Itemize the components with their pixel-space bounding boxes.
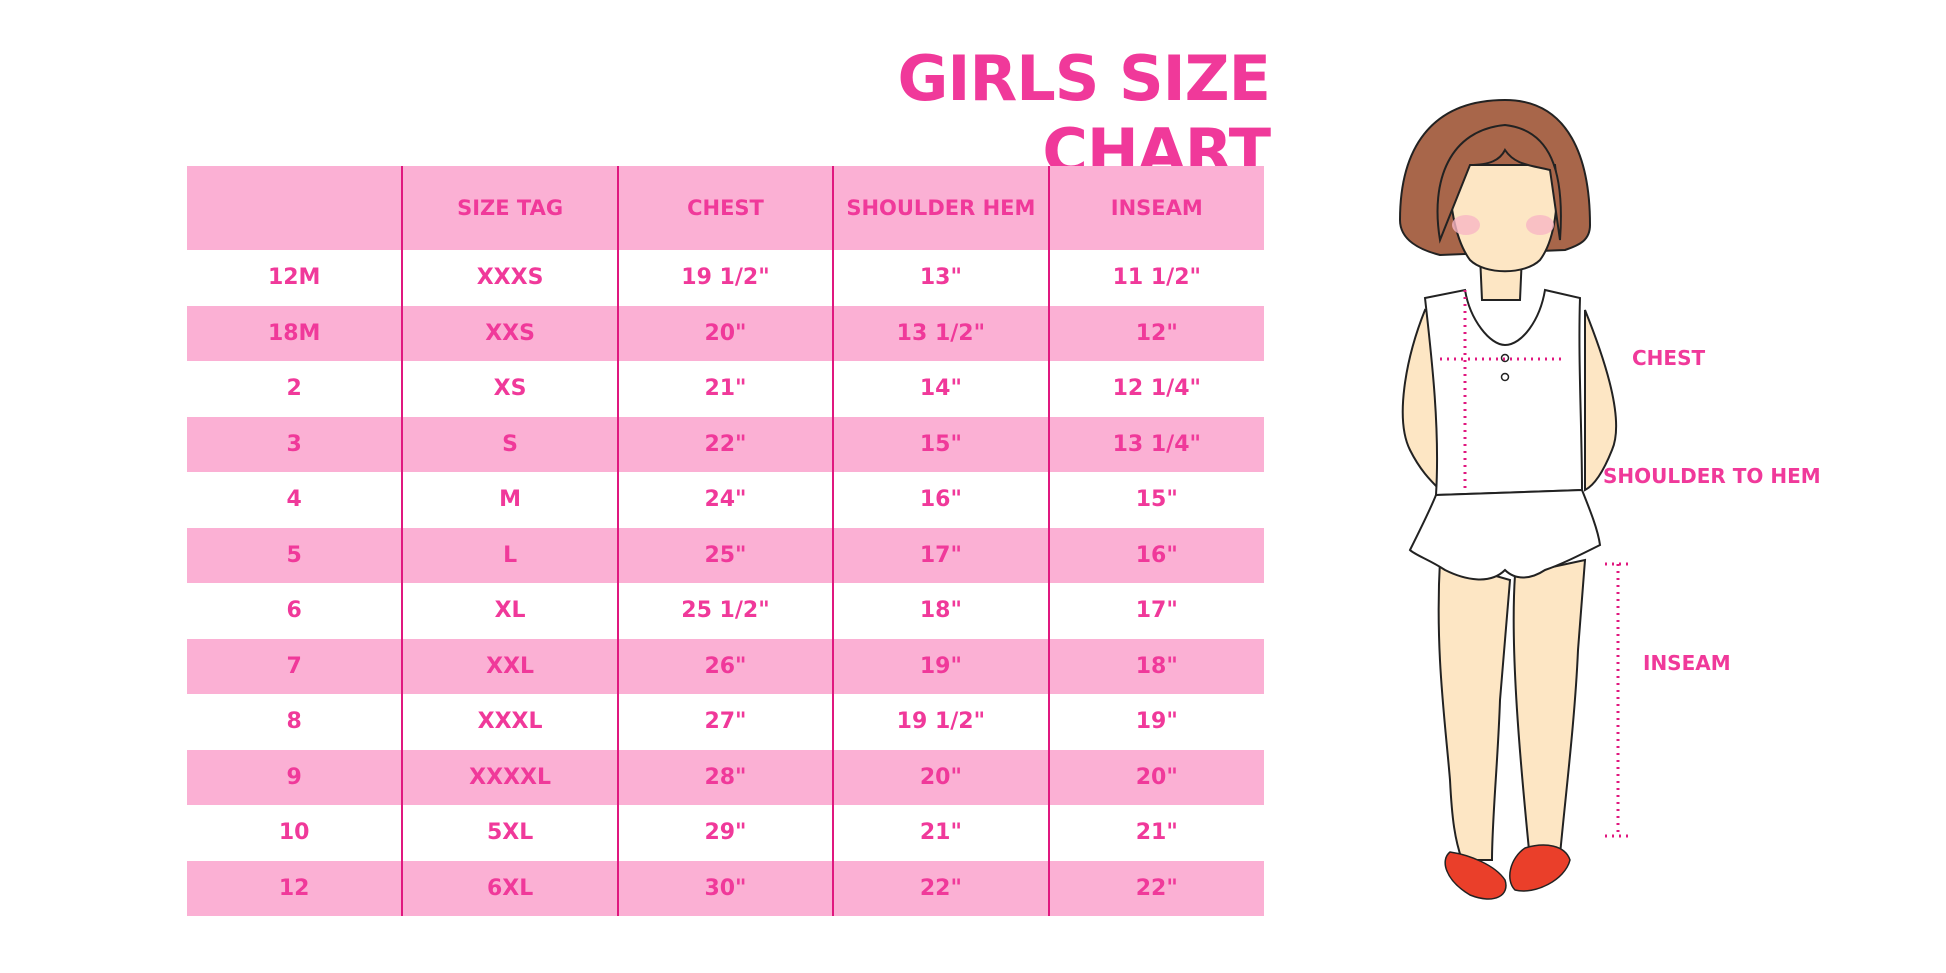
bangs (1436, 123, 1562, 244)
cell-size-tag: XXS (401, 305, 618, 361)
header-size (187, 166, 403, 250)
cell-shoulder-hem: 13" (832, 250, 1049, 306)
cheek (1452, 215, 1480, 235)
table-row: 9 XXXXL 28" 20" 20" (187, 749, 1264, 805)
cell-chest: 20" (616, 305, 834, 361)
cheek (1526, 215, 1554, 235)
table-row: 10 5XL 29" 21" 21" (187, 805, 1264, 861)
header-chest: CHEST (616, 166, 834, 250)
dress-top (1423, 288, 1584, 497)
shoulder-to-hem-label: SHOULDER TO HEM (1603, 464, 1821, 488)
table-row: 7 XXL 26" 19" 18" (187, 638, 1264, 694)
cell-size-tag: XXXXL (401, 749, 618, 805)
table-row: 3 S 22" 15" 13 1/4" (187, 416, 1264, 472)
cell-inseam: 17" (1047, 583, 1264, 639)
cell-inseam: 11 1/2" (1047, 250, 1264, 306)
cell-inseam: 22" (1047, 860, 1264, 916)
chest-label: CHEST (1632, 346, 1706, 370)
cell-shoulder-hem: 19" (832, 638, 1049, 694)
table-row: 8 XXXL 27" 19 1/2" 19" (187, 694, 1264, 750)
header-shoulder-hem: SHOULDER HEM (832, 166, 1049, 250)
cell-inseam: 16" (1047, 527, 1264, 583)
cell-size-tag: XL (401, 583, 618, 639)
cell-size: 10 (278, 820, 310, 846)
cell-size: 6 (286, 598, 302, 624)
cell-shoulder-hem: 20" (832, 749, 1049, 805)
cell-size: 2 (286, 376, 302, 402)
inseam-label: INSEAM (1643, 651, 1731, 675)
cell-size-tag: S (401, 416, 618, 472)
cell-inseam: 20" (1047, 749, 1264, 805)
cell-inseam: 18" (1047, 638, 1264, 694)
cell-size: 12M (267, 265, 321, 291)
cell-inseam: 15" (1047, 472, 1264, 528)
table-header-row: SIZE TAG CHEST SHOULDER HEM INSEAM (187, 166, 1264, 250)
cell-size: 5 (187, 527, 403, 583)
cell-inseam: 21" (1047, 805, 1264, 861)
cell-chest: 30" (616, 860, 834, 916)
size-chart-table: SIZE TAG CHEST SHOULDER HEM INSEAM 12M XX… (187, 166, 1264, 916)
cell-chest: 29" (616, 805, 834, 861)
cell-shoulder-hem: 16" (832, 472, 1049, 528)
cell-shoulder-hem: 17" (832, 527, 1049, 583)
page-title: GIRLS SIZE CHART (897, 42, 1271, 188)
legs (1437, 558, 1587, 862)
cell-size: 7 (187, 638, 403, 694)
cell-chest: 25 1/2" (616, 583, 834, 639)
table-row: 6 XL 25 1/2" 18" 17" (187, 583, 1264, 639)
table-row: 12 6XL 30" 22" 22" (187, 860, 1264, 916)
button-icon (1500, 372, 1510, 382)
table-row: 5 L 25" 17" 16" (187, 527, 1264, 583)
cell-shoulder-hem: 18" (832, 583, 1049, 639)
cell-size: 3 (187, 416, 403, 472)
table-row: 4 M 24" 16" 15" (187, 472, 1264, 528)
cell-inseam: 13 1/4" (1047, 416, 1264, 472)
bloomers (1408, 488, 1602, 581)
cell-size: 12 (187, 860, 403, 916)
cell-chest: 28" (616, 749, 834, 805)
cell-chest: 25" (616, 527, 834, 583)
cell-size: 4 (286, 487, 302, 513)
cell-size-tag: L (401, 527, 618, 583)
cell-shoulder-hem: 21" (832, 805, 1049, 861)
cell-chest: 19 1/2" (616, 250, 834, 306)
cell-shoulder-hem: 15" (832, 416, 1049, 472)
shoes (1444, 844, 1571, 900)
cell-size-tag: M (401, 472, 618, 528)
cell-size-tag: XXXL (401, 694, 618, 750)
cell-shoulder-hem: 22" (832, 860, 1049, 916)
cell-shoulder-hem: 14" (832, 361, 1049, 417)
cell-chest: 21" (616, 361, 834, 417)
cell-size-tag: XS (401, 361, 618, 417)
cell-shoulder-hem: 19 1/2" (832, 694, 1049, 750)
cell-chest: 26" (616, 638, 834, 694)
cell-shoulder-hem: 13 1/2" (832, 305, 1049, 361)
cell-chest: 24" (616, 472, 834, 528)
table-row: 18M XXS 20" 13 1/2" 12" (187, 305, 1264, 361)
measure-lines (1440, 290, 1630, 838)
cell-chest: 22" (616, 416, 834, 472)
cell-size-tag: XXL (401, 638, 618, 694)
cell-inseam: 19" (1047, 694, 1264, 750)
cell-chest: 27" (616, 694, 834, 750)
cell-inseam: 12" (1047, 305, 1264, 361)
cell-size: 18M (187, 305, 403, 361)
cell-inseam: 12 1/4" (1047, 361, 1264, 417)
cell-size-tag: 6XL (401, 860, 618, 916)
cell-size: 8 (286, 709, 302, 735)
cell-size-tag: 5XL (401, 805, 618, 861)
table-row: 2 XS 21" 14" 12 1/4" (187, 361, 1264, 417)
cell-size-tag: XXXS (401, 250, 618, 306)
cell-size: 9 (187, 749, 403, 805)
header-size-tag: SIZE TAG (401, 166, 618, 250)
header-inseam: INSEAM (1047, 166, 1264, 250)
table-row: 12M XXXS 19 1/2" 13" 11 1/2" (187, 250, 1264, 306)
